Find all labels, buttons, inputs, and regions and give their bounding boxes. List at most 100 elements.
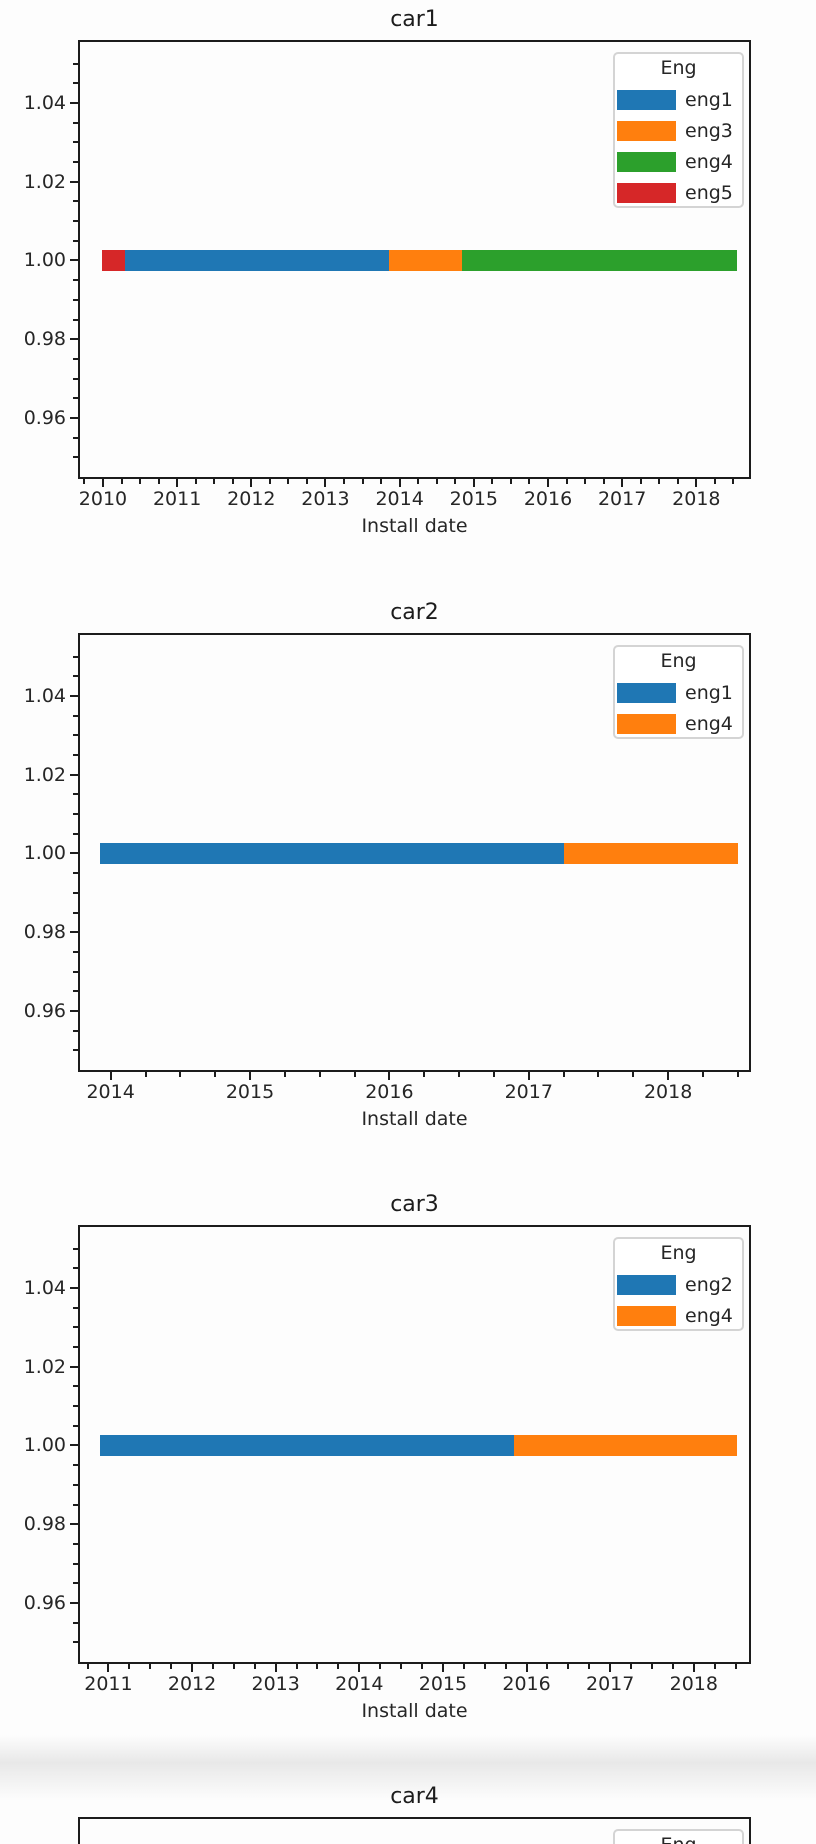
y-tick-label: 1.02 <box>23 1356 66 1378</box>
x-tick <box>191 1664 194 1672</box>
x-minor-tick <box>287 479 290 484</box>
y-tick-label: 1.04 <box>23 92 66 114</box>
x-minor-tick <box>676 479 679 484</box>
x-minor-tick <box>565 479 568 484</box>
x-minor-tick <box>128 1664 131 1669</box>
x-minor-tick <box>492 1072 495 1077</box>
x-tick <box>250 479 253 487</box>
legend-title: Eng <box>613 1834 744 1844</box>
x-minor-tick <box>295 1664 298 1669</box>
x-tick <box>324 479 327 487</box>
y-tick-label: 0.96 <box>23 1592 66 1614</box>
x-minor-tick <box>353 1072 356 1077</box>
x-minor-tick <box>491 479 494 484</box>
x-minor-tick <box>602 479 605 484</box>
y-minor-tick <box>73 950 78 953</box>
x-tick-label: 2010 <box>78 488 128 510</box>
y-minor-tick <box>73 1582 78 1585</box>
x-tick <box>107 1664 110 1672</box>
x-minor-tick <box>702 1072 704 1077</box>
legend-label-eng4: eng4 <box>685 713 733 735</box>
y-minor-tick <box>73 1267 78 1270</box>
x-minor-tick <box>213 479 216 484</box>
x-minor-tick <box>343 479 346 484</box>
x-minor-tick <box>630 1664 633 1669</box>
x-minor-tick <box>483 1664 486 1669</box>
legend-label-eng3: eng3 <box>685 120 733 142</box>
legend-title: Eng <box>660 1242 697 1264</box>
y-minor-tick <box>73 318 78 321</box>
x-tick-label: 2014 <box>86 1081 135 1103</box>
y-tick <box>70 417 78 419</box>
x-tick <box>249 1072 252 1080</box>
x-minor-tick <box>734 1664 737 1669</box>
x-minor-tick <box>316 1664 319 1669</box>
x-tick <box>667 1072 670 1080</box>
x-minor-tick <box>170 1664 173 1669</box>
x-minor-tick <box>562 1072 565 1077</box>
chart-title-car1: car1 <box>390 7 439 32</box>
y-minor-tick <box>73 1385 78 1388</box>
y-tick-label: 1.00 <box>23 842 66 864</box>
x-minor-tick <box>588 1664 591 1669</box>
legend-box <box>613 1829 744 1844</box>
x-tick-label: 2017 <box>504 1081 553 1103</box>
y-tick <box>70 931 78 933</box>
y-minor-tick <box>73 1503 78 1506</box>
x-minor-tick <box>597 1072 600 1077</box>
x-minor-tick <box>361 479 364 484</box>
legend-label-eng1: eng1 <box>685 89 733 111</box>
x-minor-tick <box>83 479 86 484</box>
y-minor-tick <box>73 1424 78 1427</box>
x-minor-tick <box>337 1664 340 1669</box>
y-tick <box>70 1287 78 1289</box>
y-minor-tick <box>73 357 78 360</box>
x-tick-label: 2013 <box>251 1673 300 1695</box>
y-minor-tick <box>73 377 78 380</box>
y-minor-tick <box>73 970 78 973</box>
x-minor-tick <box>454 479 457 484</box>
x-minor-tick <box>421 1664 424 1669</box>
x-minor-tick <box>736 1072 739 1077</box>
x-minor-tick <box>231 479 234 484</box>
bar-segment-eng1 <box>99 843 564 864</box>
y-tick-label: 0.96 <box>23 407 66 429</box>
x-tick-label: 2016 <box>365 1081 414 1103</box>
x-tick <box>441 1664 444 1672</box>
x-tick-label: 2018 <box>643 1081 693 1103</box>
plot-area-car4 <box>78 1817 751 1844</box>
legend-swatch-eng3 <box>617 121 676 141</box>
x-tick-label: 2012 <box>227 488 276 510</box>
legend-box <box>613 1237 744 1331</box>
x-minor-tick <box>305 479 308 484</box>
x-tick <box>695 479 698 487</box>
x-minor-tick <box>144 1072 147 1077</box>
y-minor-tick <box>73 832 78 835</box>
x-tick-label: 2016 <box>523 488 573 510</box>
y-minor-tick <box>73 675 78 678</box>
y-minor-tick <box>73 1247 78 1250</box>
x-minor-tick <box>671 1664 674 1669</box>
x-tick-label: 2014 <box>375 488 424 510</box>
y-minor-tick <box>73 82 78 85</box>
y-minor-tick <box>73 279 78 282</box>
legend-title: Eng <box>660 57 697 79</box>
y-minor-tick <box>73 1326 78 1329</box>
legend-label-eng5: eng5 <box>685 182 733 204</box>
x-minor-tick <box>318 1072 321 1077</box>
x-tick-label: 2017 <box>585 1673 635 1695</box>
x-minor-tick <box>639 479 642 484</box>
x-minor-tick <box>584 479 587 484</box>
x-tick <box>176 479 179 487</box>
x-minor-tick <box>632 1072 635 1077</box>
y-minor-tick <box>73 1641 78 1644</box>
y-tick-label: 0.98 <box>23 921 66 943</box>
x-minor-tick <box>650 1664 653 1669</box>
y-tick-label: 0.96 <box>23 1000 66 1022</box>
legend-box <box>613 52 744 208</box>
legend-swatch-eng5 <box>617 183 676 203</box>
y-minor-tick <box>73 239 78 242</box>
x-tick-label: 2018 <box>672 488 721 510</box>
